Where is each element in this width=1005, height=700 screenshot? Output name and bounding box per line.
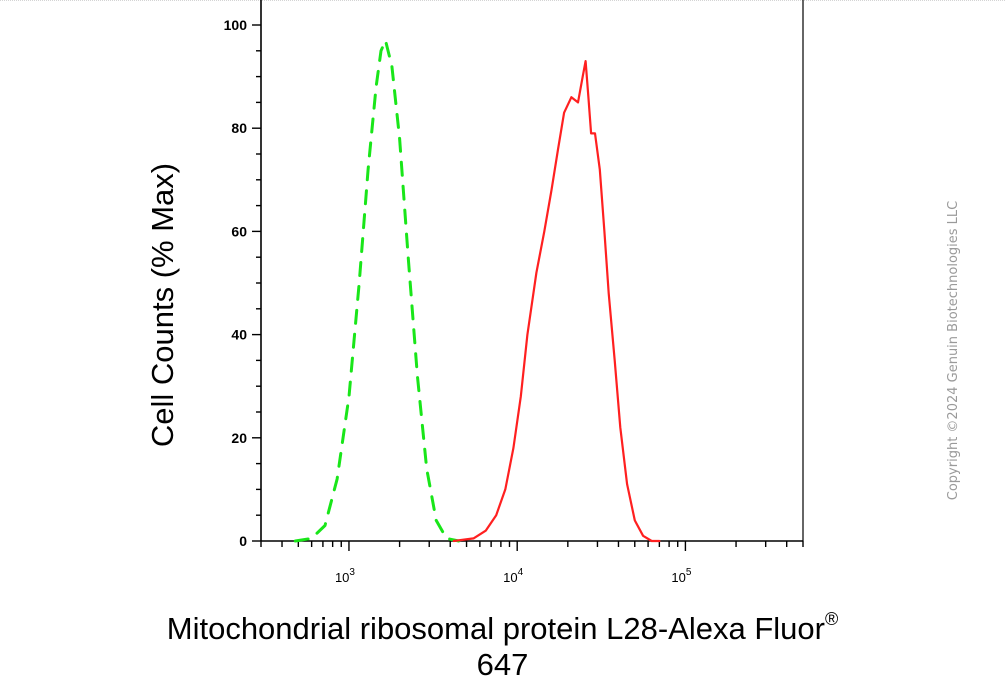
y-tick-label: 0 [239, 533, 247, 549]
y-tick-label: 20 [231, 430, 247, 446]
registered-mark: ® [824, 609, 839, 629]
top-divider [0, 0, 1005, 1]
x-axis-label: Mitochondrial ribosomal protein L28-Alex… [0, 601, 1005, 683]
x-axis-label-line2: 647 [476, 647, 529, 682]
x-tick-label: 103 [335, 567, 355, 585]
x-tick-label: 105 [671, 567, 691, 585]
sample-histogram-series [452, 60, 661, 543]
y-axis-label-container: Cell Counts (% Max) [140, 70, 186, 540]
y-tick-label: 60 [231, 223, 247, 239]
x-tick-label: 104 [503, 567, 523, 585]
y-tick-label: 100 [224, 17, 248, 33]
copyright-container: Copyright ©2024 Genuin Biotechnologies L… [941, 160, 967, 540]
y-axis-label: Cell Counts (% Max) [145, 162, 180, 448]
control-histogram-series [293, 39, 461, 543]
copyright-watermark: Copyright ©2024 Genuin Biotechnologies L… [946, 200, 962, 500]
x-axis-label-main: Mitochondrial ribosomal protein L28-Alex… [166, 611, 825, 646]
y-tick-label: 80 [231, 120, 247, 136]
y-tick-label: 40 [231, 327, 247, 343]
